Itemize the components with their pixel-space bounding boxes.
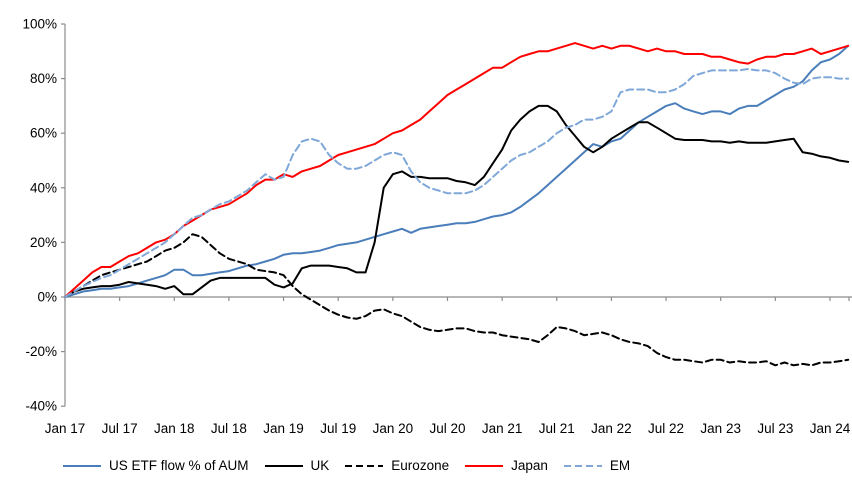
x-axis-label: Jan 19 — [263, 421, 304, 436]
series-line-uk — [64, 104, 850, 298]
legend-line-us-icon — [63, 464, 101, 467]
y-axis-label: -20% — [25, 344, 57, 359]
y-axis-label: 40% — [30, 180, 57, 195]
x-axis-label: Jan 22 — [591, 421, 632, 436]
x-axis-label: Jan 20 — [373, 421, 414, 436]
legend-line-uk-icon — [264, 464, 303, 467]
series-line-us-etf-flow-of-aum — [64, 44, 850, 298]
y-axis-label: -40% — [25, 399, 57, 414]
legend-label-us: US ETF flow % of AUM — [109, 458, 249, 473]
x-axis-label: Jul 21 — [539, 421, 575, 436]
x-axis-label: Jan 17 — [45, 421, 86, 436]
y-axis-label: 60% — [30, 126, 57, 141]
x-axis-label: Jul 22 — [648, 421, 684, 436]
legend-item-us: US ETF flow % of AUM — [62, 458, 249, 473]
x-axis-label: Jul 23 — [757, 421, 793, 436]
legend-line-japan-icon — [465, 464, 504, 467]
legend-label-em: EM — [609, 458, 631, 473]
chart-svg: 100% 80% 60% 40% 20% 0% -20% -40% Jan 17 Jul 17 Ja… — [22, 17, 852, 436]
legend-line-em-icon — [563, 464, 602, 467]
legend-label-japan: Japan — [511, 458, 548, 473]
series-line-em — [64, 68, 850, 298]
y-axis-label: 20% — [30, 235, 57, 250]
series-line-japan — [64, 42, 850, 298]
x-axis-label: Jan 21 — [482, 421, 523, 436]
x-axis-label: Jan 23 — [700, 421, 741, 436]
x-axis-label: Jul 20 — [429, 421, 465, 436]
legend-line-eurozone-icon — [345, 464, 384, 467]
y-axis-label: 100% — [22, 17, 57, 32]
x-axis-label: Jan 18 — [154, 421, 195, 436]
chart-legend: US ETF flow % of AUM UK Eurozone Japan E… — [62, 458, 630, 473]
legend-item-em: EM — [563, 458, 630, 473]
y-axis-label: 80% — [30, 71, 57, 86]
x-axis-label: Jan 24 — [810, 421, 851, 436]
x-axis-label: Jul 19 — [320, 421, 356, 436]
y-axis-label: 0% — [37, 290, 57, 305]
series-line-eurozone — [64, 233, 850, 367]
x-axis-label: Jul 17 — [102, 421, 138, 436]
legend-label-uk: UK — [310, 458, 330, 473]
legend-item-eurozone: Eurozone — [344, 458, 449, 473]
legend-item-uk: UK — [264, 458, 330, 473]
legend-label-eurozone: Eurozone — [391, 458, 450, 473]
legend-item-japan: Japan — [464, 458, 548, 473]
x-axis-label: Jul 18 — [211, 421, 247, 436]
